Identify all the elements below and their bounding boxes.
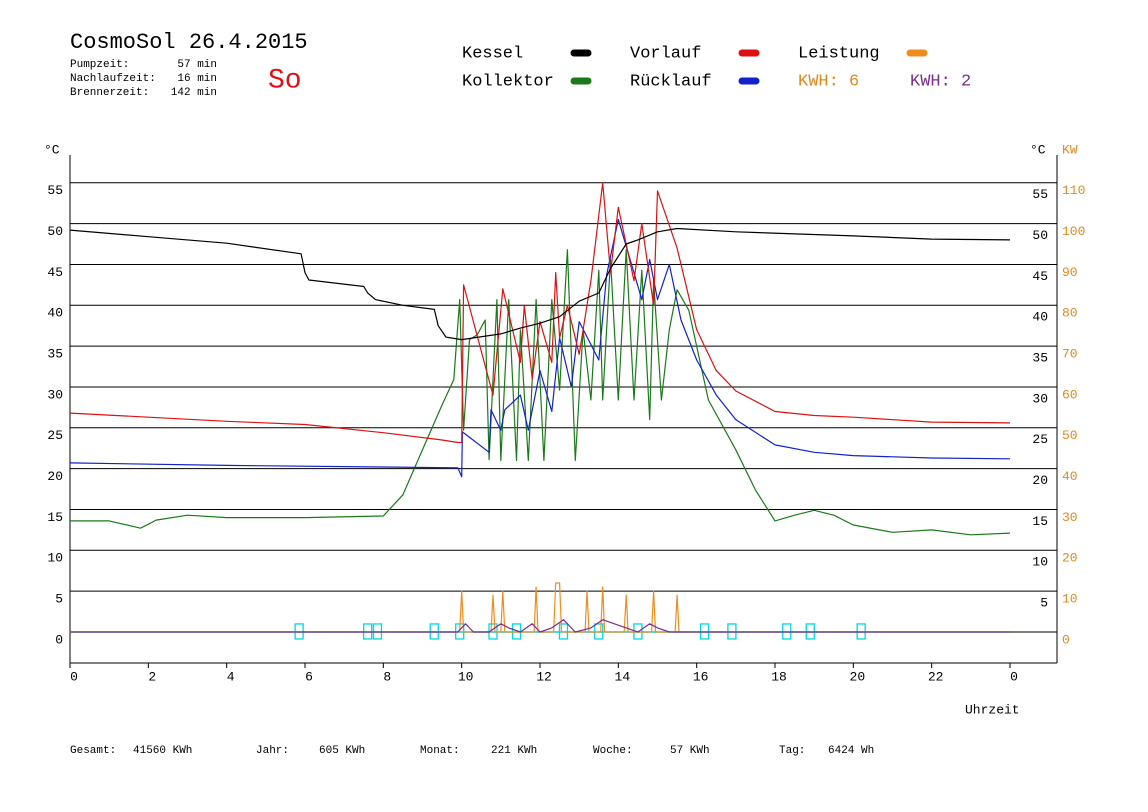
y2-tick-label: 20 bbox=[1062, 551, 1078, 566]
y-tick-label: 40 bbox=[47, 306, 63, 321]
y-right-tick-label: 50 bbox=[1032, 228, 1048, 243]
x-tick-label: 18 bbox=[771, 669, 787, 684]
x-tick-label: 10 bbox=[458, 669, 474, 684]
y-tick-label: 45 bbox=[47, 265, 63, 280]
y2-tick-label: 40 bbox=[1062, 469, 1078, 484]
x-tick-label: 4 bbox=[227, 669, 235, 684]
day: So bbox=[268, 65, 302, 96]
y-tick-label: 25 bbox=[47, 428, 63, 443]
x-tick-label: 0 bbox=[1010, 669, 1018, 684]
x-tick-label: 2 bbox=[148, 669, 156, 684]
x-tick-label: 20 bbox=[850, 669, 866, 684]
y2-tick-label: 0 bbox=[1062, 632, 1070, 647]
x-tick-label: 12 bbox=[536, 669, 552, 684]
stat-value: 142 min bbox=[171, 87, 217, 99]
footer-value: 57 KWh bbox=[670, 745, 710, 757]
stat-label: Pumpzeit: bbox=[70, 59, 129, 71]
y-tick-label: 55 bbox=[47, 183, 63, 198]
y-tick-label: 35 bbox=[47, 347, 63, 362]
legend-label: Rücklauf bbox=[630, 72, 712, 91]
footer-label: Gesamt: bbox=[70, 745, 116, 757]
y-right-tick-label: 10 bbox=[1032, 555, 1048, 570]
y-tick-label: 50 bbox=[47, 224, 63, 239]
y-right-tick-label: 5 bbox=[1040, 596, 1048, 611]
footer-label: Jahr: bbox=[256, 745, 289, 757]
y-right-unit: °C bbox=[1030, 142, 1046, 157]
footer-value: 221 KWh bbox=[491, 745, 537, 757]
y-right-tick-label: 30 bbox=[1032, 391, 1048, 406]
series-line bbox=[70, 249, 1011, 536]
y2-tick-label: 90 bbox=[1062, 265, 1078, 280]
y2-tick-label: 10 bbox=[1062, 592, 1078, 607]
y-right-tick-label: 55 bbox=[1032, 187, 1048, 202]
x-label: Uhrzeit bbox=[965, 702, 1020, 717]
y-tick-label: 20 bbox=[47, 469, 63, 484]
y2-tick-label: 30 bbox=[1062, 510, 1078, 525]
y-right-tick-label: 15 bbox=[1032, 514, 1048, 529]
y-right-tick-label: 25 bbox=[1032, 432, 1048, 447]
y-right-tick-label: 40 bbox=[1032, 310, 1048, 325]
series-line bbox=[69, 182, 1011, 444]
y-right-tick-label: 45 bbox=[1032, 269, 1048, 284]
footer-label: Monat: bbox=[420, 745, 460, 757]
y-tick-label: 30 bbox=[47, 387, 63, 402]
energy-label: KWH: 6 bbox=[798, 72, 859, 91]
stat-label: Nachlaufzeit: bbox=[70, 73, 156, 85]
y2-tick-label: 110 bbox=[1062, 183, 1085, 198]
legend-label: Kessel bbox=[462, 44, 523, 63]
footer-value: 6424 Wh bbox=[828, 745, 874, 757]
y-right-tick-label: 20 bbox=[1032, 473, 1048, 488]
legend-label: Leistung bbox=[798, 44, 880, 63]
y2-tick-label: 70 bbox=[1062, 347, 1078, 362]
footer-value: 605 KWh bbox=[319, 745, 365, 757]
footer-value: 41560 KWh bbox=[133, 745, 192, 757]
x-tick-label: 6 bbox=[305, 669, 313, 684]
legend-label: Vorlauf bbox=[630, 44, 701, 63]
y-tick-label: 15 bbox=[47, 510, 63, 525]
series-line bbox=[69, 218, 1011, 478]
title: CosmoSol 26.4.2015 bbox=[70, 30, 308, 55]
legend-label: Kollektor bbox=[462, 72, 554, 91]
stat-value: 57 min bbox=[177, 59, 217, 71]
footer-label: Woche: bbox=[593, 745, 633, 757]
y-right-tick-label: 35 bbox=[1032, 351, 1048, 366]
energy-label: KWH: 2 bbox=[910, 72, 971, 91]
footer-label: Tag: bbox=[779, 745, 805, 757]
x-tick-label: 0 bbox=[70, 669, 78, 684]
x-tick-label: 16 bbox=[693, 669, 709, 684]
y2-tick-label: 80 bbox=[1062, 306, 1078, 321]
y-tick-label: 0 bbox=[55, 632, 63, 647]
series-line bbox=[70, 619, 1010, 633]
y2-tick-label: 60 bbox=[1062, 387, 1078, 402]
series-line bbox=[70, 582, 1010, 633]
x-tick-label: 22 bbox=[928, 669, 944, 684]
y2-tick-label: 100 bbox=[1062, 224, 1085, 239]
y-tick-label: 10 bbox=[47, 551, 63, 566]
x-tick-label: 14 bbox=[615, 669, 631, 684]
y2-tick-label: 50 bbox=[1062, 428, 1078, 443]
series-line bbox=[69, 227, 1011, 341]
stat-label: Brennerzeit: bbox=[70, 87, 149, 99]
y2-unit: KW bbox=[1062, 142, 1078, 157]
stat-value: 16 min bbox=[177, 73, 217, 85]
y-unit: °C bbox=[44, 142, 60, 157]
x-tick-label: 8 bbox=[383, 669, 391, 684]
y-tick-label: 5 bbox=[55, 592, 63, 607]
